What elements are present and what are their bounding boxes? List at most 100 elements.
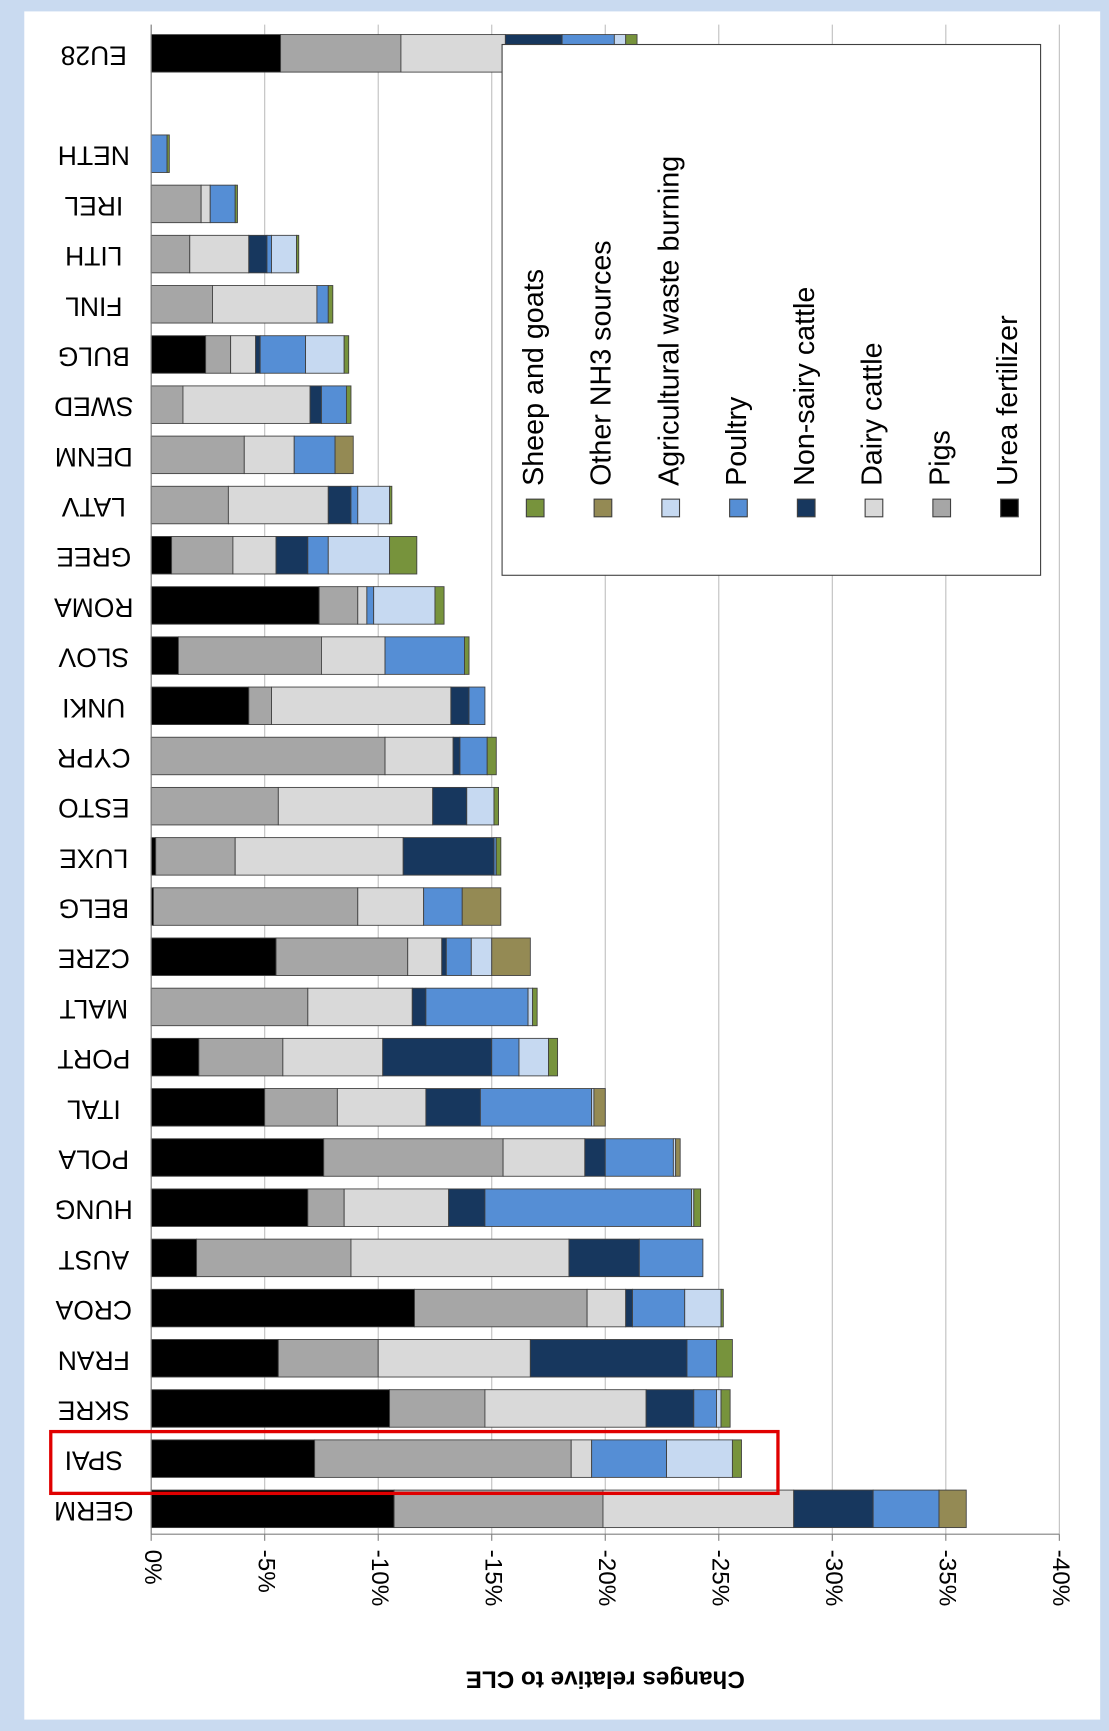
bar-segment bbox=[357, 485, 391, 525]
bar-segment bbox=[189, 234, 250, 274]
bar-segment bbox=[259, 335, 307, 374]
bar-segment bbox=[318, 586, 359, 625]
bar-segment bbox=[384, 736, 454, 776]
bar-segment bbox=[248, 686, 272, 726]
bar-segment bbox=[166, 134, 170, 173]
bar-segment bbox=[434, 586, 445, 625]
bar-segment bbox=[307, 987, 413, 1027]
bar-segment bbox=[327, 536, 391, 575]
bar-segment bbox=[402, 837, 495, 876]
y-tick-label: SLOV bbox=[58, 643, 129, 673]
x-tick-label: -40% bbox=[1047, 1550, 1074, 1607]
legend-label: Urea fertilizer bbox=[992, 315, 1024, 486]
bar-segment bbox=[432, 786, 468, 826]
bar-segment bbox=[232, 536, 277, 575]
bar-segment bbox=[666, 1439, 733, 1478]
bar-segment bbox=[182, 385, 311, 424]
bar-segment bbox=[548, 1037, 559, 1077]
bar-segment bbox=[425, 1088, 481, 1127]
bar-segment bbox=[450, 686, 470, 726]
bar-segment bbox=[938, 1489, 967, 1529]
bar-segment bbox=[411, 987, 427, 1027]
bar-segment bbox=[448, 1188, 486, 1227]
bar-segment bbox=[345, 385, 352, 424]
y-tick-label: HUNG bbox=[55, 1195, 133, 1225]
bar-segment bbox=[150, 736, 386, 776]
bar-segment bbox=[150, 686, 250, 726]
bar-segment bbox=[305, 335, 345, 374]
bar-segment bbox=[518, 1037, 549, 1077]
highlight-box bbox=[49, 1429, 780, 1496]
x-tick-label: -20% bbox=[593, 1550, 620, 1607]
bar-segment bbox=[716, 1389, 722, 1428]
bar-segment bbox=[632, 1288, 686, 1328]
legend-swatch bbox=[729, 498, 748, 518]
y-tick-label: FINL bbox=[65, 291, 122, 321]
bar-segment bbox=[586, 1288, 627, 1328]
bar-segment bbox=[171, 536, 234, 575]
plot: 0% -5% -10% -15% -20% -25% -30% -35% -40% Changes… bbox=[54, 24, 1074, 1692]
bar-segment bbox=[150, 937, 277, 976]
bar-segment bbox=[720, 1288, 724, 1328]
y-tick-label: EU28 bbox=[61, 40, 127, 70]
y-tick-label: SWED bbox=[54, 392, 133, 422]
bar-segment bbox=[625, 1288, 633, 1328]
bar-segment bbox=[307, 536, 329, 575]
bar-segment bbox=[234, 184, 238, 224]
y-tick-label: ROMA bbox=[54, 592, 134, 622]
bar-segment bbox=[382, 1037, 493, 1077]
bar-segment bbox=[150, 34, 282, 73]
y-tick-label: LATV bbox=[61, 492, 126, 522]
bar-segment bbox=[527, 987, 534, 1027]
bar-segment bbox=[602, 1489, 795, 1529]
bar-segment bbox=[150, 134, 168, 173]
bar-segment bbox=[327, 285, 334, 324]
y-tick-label: MALT bbox=[59, 994, 128, 1024]
bar-segment bbox=[227, 485, 329, 525]
bar-segment bbox=[414, 1288, 588, 1328]
bar-segment bbox=[377, 1339, 531, 1378]
y-tick-label: FRAN bbox=[58, 1345, 130, 1375]
bar-segment bbox=[314, 1439, 572, 1478]
bar-segment bbox=[150, 1238, 198, 1278]
bar-segment bbox=[693, 1188, 702, 1227]
bar-segment bbox=[150, 586, 320, 625]
bar-segment bbox=[323, 1138, 504, 1177]
bar-segment bbox=[282, 1037, 384, 1077]
y-tick-label: LITH bbox=[65, 241, 122, 271]
bar-segment bbox=[266, 234, 272, 274]
bar-segment bbox=[150, 786, 279, 826]
bar-segment bbox=[470, 937, 493, 976]
bar-segment bbox=[230, 335, 257, 374]
x-tick-label: 0% bbox=[139, 1550, 166, 1585]
legend-swatch bbox=[593, 498, 613, 518]
bar-segment bbox=[150, 335, 207, 374]
bar-segment bbox=[150, 184, 202, 224]
x-axis-title: Changes relative to CLE bbox=[466, 1665, 745, 1692]
bar-segment bbox=[604, 1138, 674, 1177]
legend-swatch bbox=[661, 498, 681, 518]
y-tick-label: PORT bbox=[57, 1044, 130, 1074]
bar-segment bbox=[309, 385, 322, 424]
bar-segment bbox=[461, 887, 502, 926]
bar-segment bbox=[486, 736, 497, 776]
x-tick-label: -30% bbox=[820, 1550, 847, 1607]
bar-segment bbox=[150, 987, 309, 1027]
legend-swatch bbox=[525, 498, 545, 518]
bar-segment bbox=[445, 937, 472, 976]
bar-segment bbox=[150, 536, 173, 575]
bar-segment bbox=[400, 34, 506, 73]
bar-segment bbox=[452, 736, 461, 776]
legend-label: Agricultural waste burning bbox=[653, 156, 685, 486]
bar-segment bbox=[280, 34, 402, 73]
bar-segment bbox=[686, 1339, 717, 1378]
bar-segment bbox=[150, 435, 245, 475]
bar-segment bbox=[336, 1088, 427, 1127]
bar-segment bbox=[275, 937, 409, 976]
bar-segment bbox=[491, 1037, 520, 1077]
bar-segment bbox=[343, 335, 350, 374]
bar-segment bbox=[243, 435, 295, 475]
bar-segment bbox=[466, 786, 495, 826]
legend-label: Dairy cattle bbox=[857, 342, 889, 485]
bar-segment bbox=[234, 837, 404, 876]
